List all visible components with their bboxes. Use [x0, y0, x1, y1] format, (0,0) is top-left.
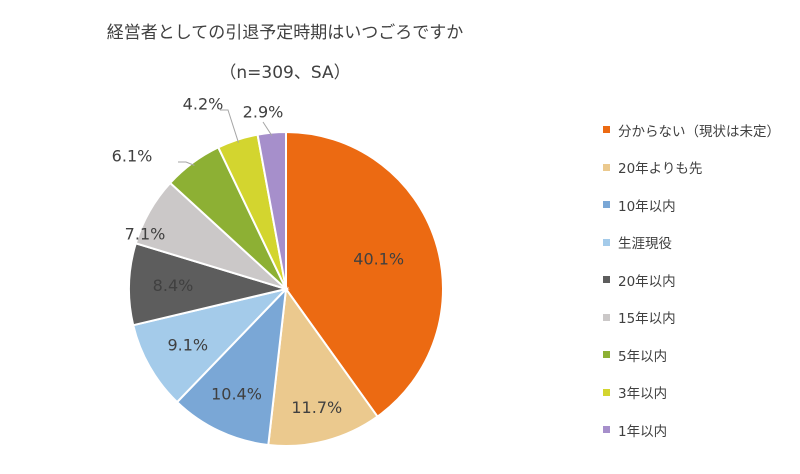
legend-swatch: [603, 388, 610, 396]
pie-slice: [267, 286, 379, 447]
legend-label: 10年以内: [618, 198, 676, 215]
leader-line: [178, 161, 195, 166]
legend-item: 5年以内: [603, 336, 780, 374]
legend-label: 1年以内: [618, 423, 668, 440]
legend-swatch: [603, 426, 610, 434]
legend-swatch: [603, 313, 610, 321]
leader-line: [220, 109, 239, 143]
chart-title: 経営者としての引退予定時期はいつごろですか: [106, 23, 464, 43]
data-label: 2.9%: [243, 103, 284, 122]
data-label: 4.2%: [183, 95, 224, 114]
legend: 分からない（現状は未定） 20年よりも先 10年以内生涯現役 20年以内 15年以内 5年…: [603, 111, 780, 449]
data-label: 8.4%: [153, 276, 194, 295]
legend-swatch: [603, 238, 610, 246]
legend-swatch: [603, 126, 610, 134]
data-labels: 40.1% 11.7% 10.4% 9.1% 8.4% 7.1% 6.1% 4.2% 2.9%: [112, 95, 404, 418]
pie-slice: [256, 130, 287, 290]
legend-item: 20年以内: [603, 261, 780, 299]
legend-label: 3年以内: [618, 386, 668, 403]
pie-slice: [285, 130, 444, 418]
chart-subtitle: （n=309、SA）: [219, 63, 351, 83]
data-label: 10.4%: [211, 385, 262, 404]
pie-slice: [132, 287, 290, 404]
legend-label: 15年以内: [618, 311, 676, 328]
data-label: 6.1%: [112, 147, 153, 166]
legend-swatch: [603, 201, 610, 209]
leader-lines: [178, 109, 273, 166]
pie-slices: [128, 130, 444, 447]
legend-label: 生涯現役: [618, 236, 672, 253]
legend-label: 20年以内: [618, 273, 676, 290]
legend-item: 20年よりも先: [603, 149, 780, 187]
data-label: 40.1%: [353, 250, 404, 269]
legend-item: 15年以内: [603, 299, 780, 337]
legend-item: 3年以内: [603, 374, 780, 412]
legend-item: 10年以内: [603, 186, 780, 224]
data-label: 11.7%: [291, 398, 342, 417]
legend-label: 5年以内: [618, 348, 668, 365]
legend-swatch: [603, 276, 610, 284]
legend-label: 20年よりも先: [618, 161, 703, 178]
pie-slice: [175, 286, 288, 447]
legend-label: 分からない（現状は未定）: [618, 123, 780, 140]
legend-swatch: [603, 163, 610, 171]
leader-line: [262, 121, 273, 137]
legend-item: 生涯現役: [603, 224, 780, 262]
legend-item: 分からない（現状は未定）: [603, 111, 780, 149]
legend-item: 1年以内: [603, 411, 780, 449]
data-label: 7.1%: [125, 225, 166, 244]
data-label: 9.1%: [167, 336, 208, 355]
legend-swatch: [603, 351, 610, 359]
